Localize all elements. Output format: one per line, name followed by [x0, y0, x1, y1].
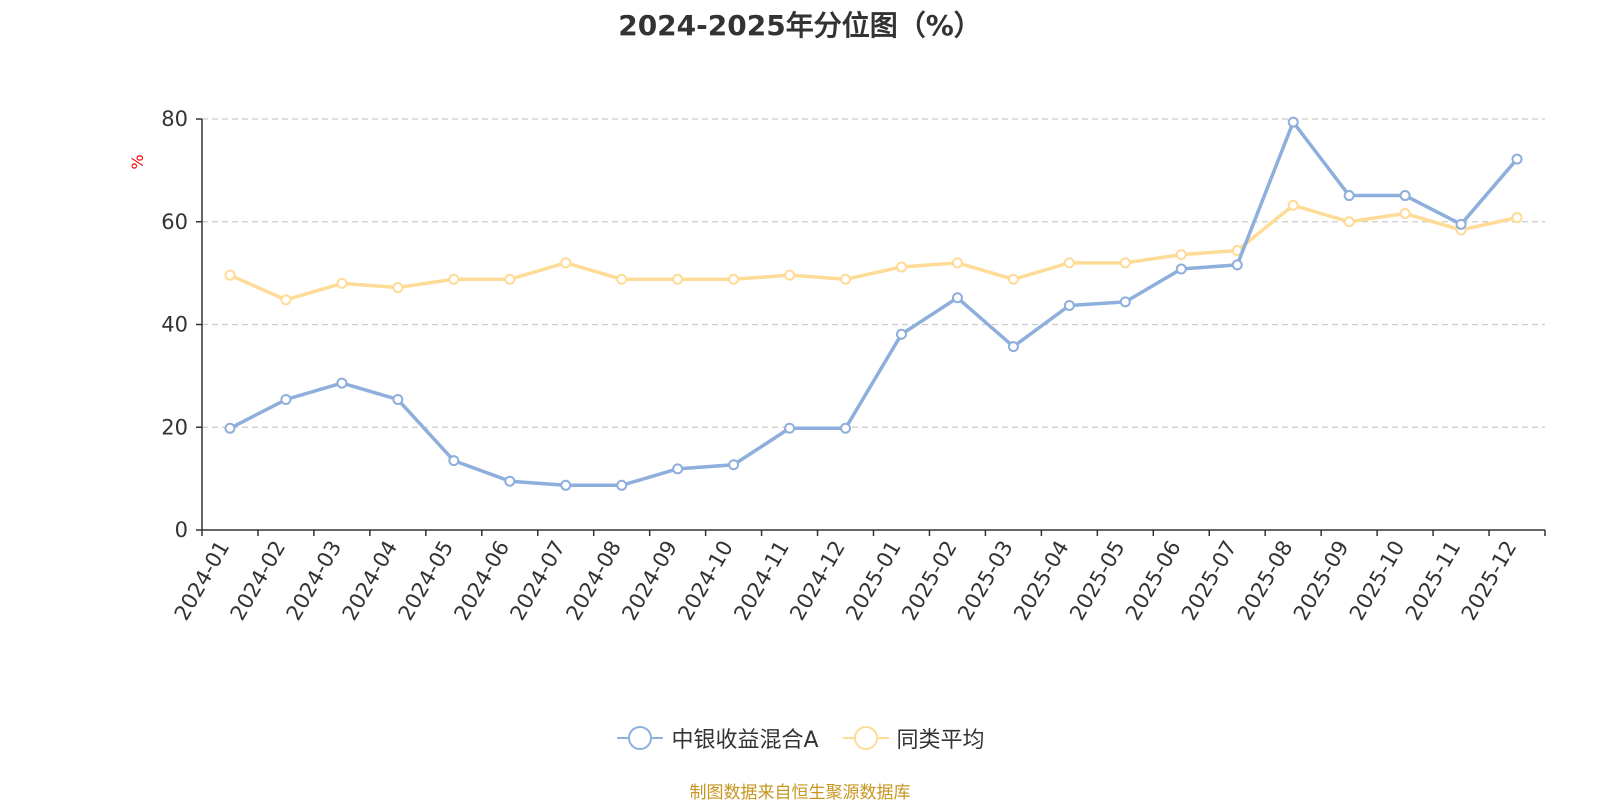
data-point — [616, 273, 628, 285]
legend-line-circle-icon — [842, 726, 889, 750]
y-tick-label: 20 — [161, 415, 188, 439]
x-tick-label: 2025-06 — [1121, 537, 1186, 625]
data-point — [504, 475, 516, 487]
legend: 中银收益混合A 同类平均 — [0, 722, 1600, 754]
data-point — [1343, 190, 1355, 202]
data-point — [1231, 259, 1243, 271]
data-point — [951, 257, 963, 269]
data-point — [1511, 153, 1523, 165]
data-point — [280, 294, 292, 306]
data-point — [448, 455, 460, 467]
legend-label-fund: 中银收益混合A — [671, 728, 819, 753]
data-point — [672, 463, 684, 475]
data-point — [336, 377, 348, 389]
x-tick-label: 2025-03 — [953, 536, 1018, 624]
x-tick-label: 2024-08 — [561, 537, 626, 625]
data-source-note: 制图数据来自恒生聚源数据库 — [689, 783, 911, 803]
axes: 0204060802024-012024-022024-032024-04202… — [161, 107, 1546, 625]
x-tick-label: 2025-08 — [1233, 537, 1298, 625]
data-point — [672, 273, 684, 285]
data-point — [1007, 273, 1019, 285]
y-tick-label: 40 — [161, 313, 188, 337]
x-tick-label: 2024-06 — [449, 537, 514, 625]
x-tick-label: 2024-07 — [505, 537, 570, 625]
data-point — [1119, 296, 1131, 308]
chart-title: 2024-2025年分位图（%） — [618, 9, 982, 42]
data-point — [1175, 249, 1187, 261]
data-point — [1007, 341, 1019, 353]
x-tick-label: 2025-10 — [1345, 537, 1410, 625]
data-point — [616, 479, 628, 491]
series-line — [229, 203, 1518, 302]
x-tick-label: 2024-03 — [282, 537, 347, 625]
x-tick-label: 2024-04 — [338, 537, 403, 625]
data-point — [1511, 212, 1523, 224]
data-point — [840, 273, 852, 285]
legend-item-fund[interactable]: 中银收益混合A — [615, 722, 819, 754]
gridlines — [202, 118, 1545, 428]
data-point — [560, 257, 572, 269]
data-point — [784, 422, 796, 434]
x-tick-label: 2025-02 — [897, 537, 962, 625]
data-point — [392, 282, 404, 294]
y-tick-label: 80 — [161, 107, 188, 131]
legend-item-average[interactable]: 同类平均 — [841, 722, 985, 754]
data-point — [728, 273, 740, 285]
line-chart: 0204060802024-012024-022024-032024-04202… — [128, 107, 1546, 625]
x-tick-label: 2024-02 — [226, 537, 291, 625]
data-point — [840, 422, 852, 434]
data-point — [784, 269, 796, 281]
data-point — [1399, 208, 1411, 220]
x-tick-label: 2024-05 — [393, 537, 458, 625]
data-point — [224, 422, 236, 434]
data-point — [951, 292, 963, 304]
data-point — [895, 261, 907, 273]
data-point — [1119, 257, 1131, 269]
x-tick-label: 2024-12 — [785, 537, 850, 625]
data-point — [1343, 216, 1355, 228]
data-point — [280, 394, 292, 406]
data-point — [560, 479, 572, 491]
x-tick-label: 2025-04 — [1009, 537, 1074, 625]
data-point — [1399, 190, 1411, 202]
x-tick-label: 2025-11 — [1401, 537, 1466, 625]
data-point — [728, 459, 740, 471]
legend-line-circle-icon — [617, 726, 664, 750]
data-point — [1175, 263, 1187, 275]
x-tick-label: 2025-09 — [1289, 537, 1354, 625]
x-tick-label: 2024-09 — [617, 537, 682, 625]
data-point — [895, 328, 907, 340]
series-line — [229, 120, 1519, 488]
data-point — [1455, 218, 1467, 230]
x-tick-label: 2024-10 — [673, 537, 738, 625]
y-axis-unit-label: % — [128, 154, 147, 169]
data-point — [1287, 199, 1299, 211]
data-point — [448, 273, 460, 285]
data-point — [336, 277, 348, 289]
data-point — [504, 273, 516, 285]
x-tick-label: 2025-07 — [1177, 537, 1242, 625]
y-tick-label: 60 — [161, 210, 188, 234]
legend-label-average: 同类平均 — [896, 728, 985, 753]
data-point — [392, 394, 404, 406]
data-point — [224, 269, 236, 281]
x-tick-label: 2025-12 — [1457, 537, 1522, 625]
x-tick-label: 2025-05 — [1065, 537, 1130, 625]
data-point — [1287, 116, 1299, 128]
data-point — [1063, 299, 1075, 311]
x-tick-label: 2025-01 — [841, 537, 906, 625]
x-tick-label: 2024-11 — [729, 537, 794, 625]
y-tick-label: 0 — [175, 518, 188, 542]
data-point — [1063, 257, 1075, 269]
series-lines — [224, 116, 1523, 491]
x-tick-label: 2024-01 — [170, 537, 235, 625]
